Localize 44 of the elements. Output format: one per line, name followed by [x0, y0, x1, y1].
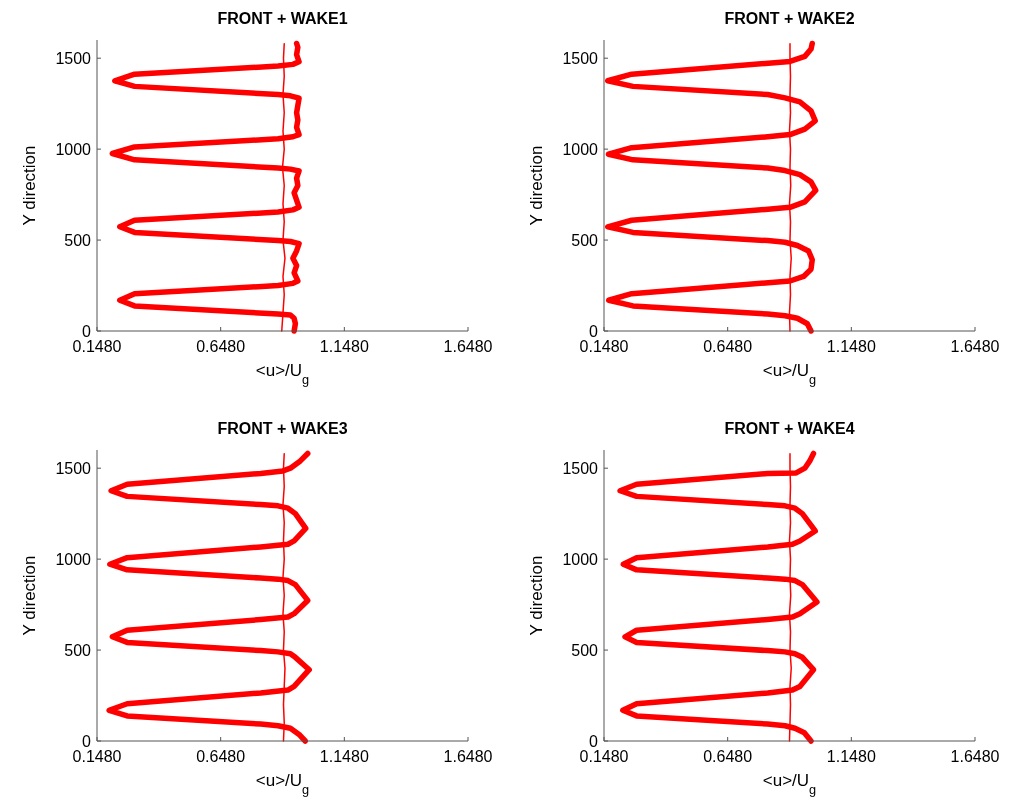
x-tick-label: 0.1480: [579, 338, 629, 355]
y-tick-label: 1500: [55, 459, 92, 477]
chart-title: FRONT + WAKE4: [724, 420, 855, 437]
y-tick-label: 1000: [55, 140, 92, 158]
x-tick-label: 0.1480: [579, 748, 629, 765]
y-axis-title: Y direction: [527, 145, 546, 226]
chart-title: FRONT + WAKE1: [217, 10, 348, 27]
y-tick-label: 0: [589, 322, 599, 340]
y-tick-label: 0: [82, 732, 92, 750]
y-axis-title: Y direction: [20, 555, 39, 636]
y-tick-label: 500: [64, 641, 92, 659]
x-tick-label: 1.6480: [950, 338, 1000, 355]
chart-title: FRONT + WAKE3: [217, 420, 348, 437]
y-tick-label: 1500: [562, 49, 599, 67]
x-tick-label: 0.1480: [72, 338, 122, 355]
x-tick-label: 1.1480: [826, 748, 876, 765]
y-tick-label: 1500: [562, 459, 599, 477]
y-tick-label: 0: [82, 322, 92, 340]
x-tick-label: 1.6480: [443, 748, 493, 765]
x-axis-title: <u>/U$_{g}$: [762, 361, 817, 387]
y-tick-label: 1500: [55, 49, 92, 67]
x-tick-label: 0.1480: [72, 748, 122, 765]
x-tick-label: 0.6480: [196, 338, 246, 355]
y-axis-title: Y direction: [527, 555, 546, 636]
x-axis-title: <u>/U$_{g}$: [255, 771, 310, 797]
x-tick-label: 0.6480: [703, 748, 753, 765]
y-tick-label: 1000: [562, 550, 599, 568]
y-tick-label: 1000: [562, 140, 599, 158]
chart-title: FRONT + WAKE2: [724, 10, 855, 27]
x-tick-label: 1.6480: [950, 748, 1000, 765]
y-tick-label: 500: [571, 231, 599, 249]
x-tick-label: 0.6480: [196, 748, 246, 765]
x-axis-title: <u>/U$_{g}$: [255, 361, 310, 387]
x-tick-label: 1.1480: [319, 748, 369, 765]
y-tick-label: 1000: [55, 550, 92, 568]
x-tick-label: 1.1480: [826, 338, 876, 355]
y-axis-title: Y direction: [20, 145, 39, 226]
x-axis-title: <u>/U$_{g}$: [762, 771, 817, 797]
y-tick-label: 500: [64, 231, 92, 249]
y-tick-label: 0: [589, 732, 599, 750]
y-tick-label: 500: [571, 641, 599, 659]
x-tick-label: 1.1480: [319, 338, 369, 355]
x-tick-label: 1.6480: [443, 338, 493, 355]
x-tick-label: 0.6480: [703, 338, 753, 355]
